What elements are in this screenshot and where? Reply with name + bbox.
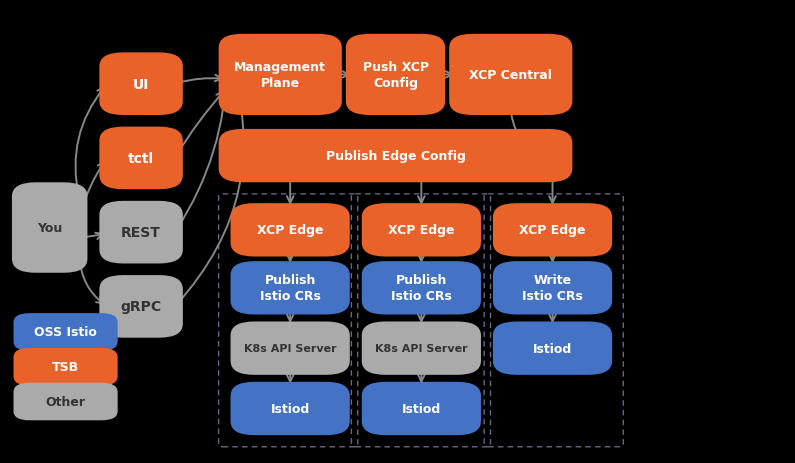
Text: You: You: [37, 221, 62, 235]
Text: gRPC: gRPC: [121, 300, 161, 314]
Text: Publish
Istio CRs: Publish Istio CRs: [391, 274, 452, 303]
Text: XCP Edge: XCP Edge: [388, 224, 455, 237]
FancyBboxPatch shape: [14, 313, 118, 351]
FancyBboxPatch shape: [231, 262, 350, 315]
Text: Publish Edge Config: Publish Edge Config: [326, 150, 465, 163]
Text: REST: REST: [121, 225, 161, 240]
FancyBboxPatch shape: [99, 201, 183, 264]
Text: UI: UI: [133, 77, 149, 92]
FancyBboxPatch shape: [231, 204, 350, 257]
FancyBboxPatch shape: [493, 204, 612, 257]
FancyBboxPatch shape: [231, 322, 350, 375]
FancyBboxPatch shape: [14, 383, 118, 420]
Text: Istiod: Istiod: [270, 402, 310, 415]
Text: K8s API Server: K8s API Server: [244, 344, 336, 353]
Text: Write
Istio CRs: Write Istio CRs: [522, 274, 583, 303]
FancyBboxPatch shape: [362, 322, 481, 375]
FancyBboxPatch shape: [99, 275, 183, 338]
FancyBboxPatch shape: [493, 262, 612, 315]
Text: XCP Central: XCP Central: [469, 69, 553, 82]
Text: XCP Edge: XCP Edge: [257, 224, 324, 237]
FancyBboxPatch shape: [99, 127, 183, 190]
FancyBboxPatch shape: [14, 348, 118, 386]
Text: Management
Plane: Management Plane: [235, 61, 326, 90]
Text: TSB: TSB: [52, 360, 80, 374]
Text: Push XCP
Config: Push XCP Config: [363, 61, 429, 90]
FancyBboxPatch shape: [362, 204, 481, 257]
Text: OSS Istio: OSS Istio: [34, 325, 97, 339]
Text: Publish
Istio CRs: Publish Istio CRs: [260, 274, 320, 303]
FancyBboxPatch shape: [231, 382, 350, 435]
FancyBboxPatch shape: [12, 183, 87, 273]
FancyBboxPatch shape: [99, 53, 183, 116]
Text: tctl: tctl: [128, 151, 154, 166]
Text: K8s API Server: K8s API Server: [375, 344, 467, 353]
FancyBboxPatch shape: [493, 322, 612, 375]
Text: Istiod: Istiod: [401, 402, 441, 415]
FancyBboxPatch shape: [346, 35, 445, 116]
Text: Other: Other: [45, 395, 86, 408]
Text: Istiod: Istiod: [533, 342, 572, 355]
FancyBboxPatch shape: [449, 35, 572, 116]
FancyBboxPatch shape: [362, 262, 481, 315]
Text: XCP Edge: XCP Edge: [519, 224, 586, 237]
FancyBboxPatch shape: [219, 130, 572, 183]
FancyBboxPatch shape: [362, 382, 481, 435]
FancyBboxPatch shape: [219, 35, 342, 116]
